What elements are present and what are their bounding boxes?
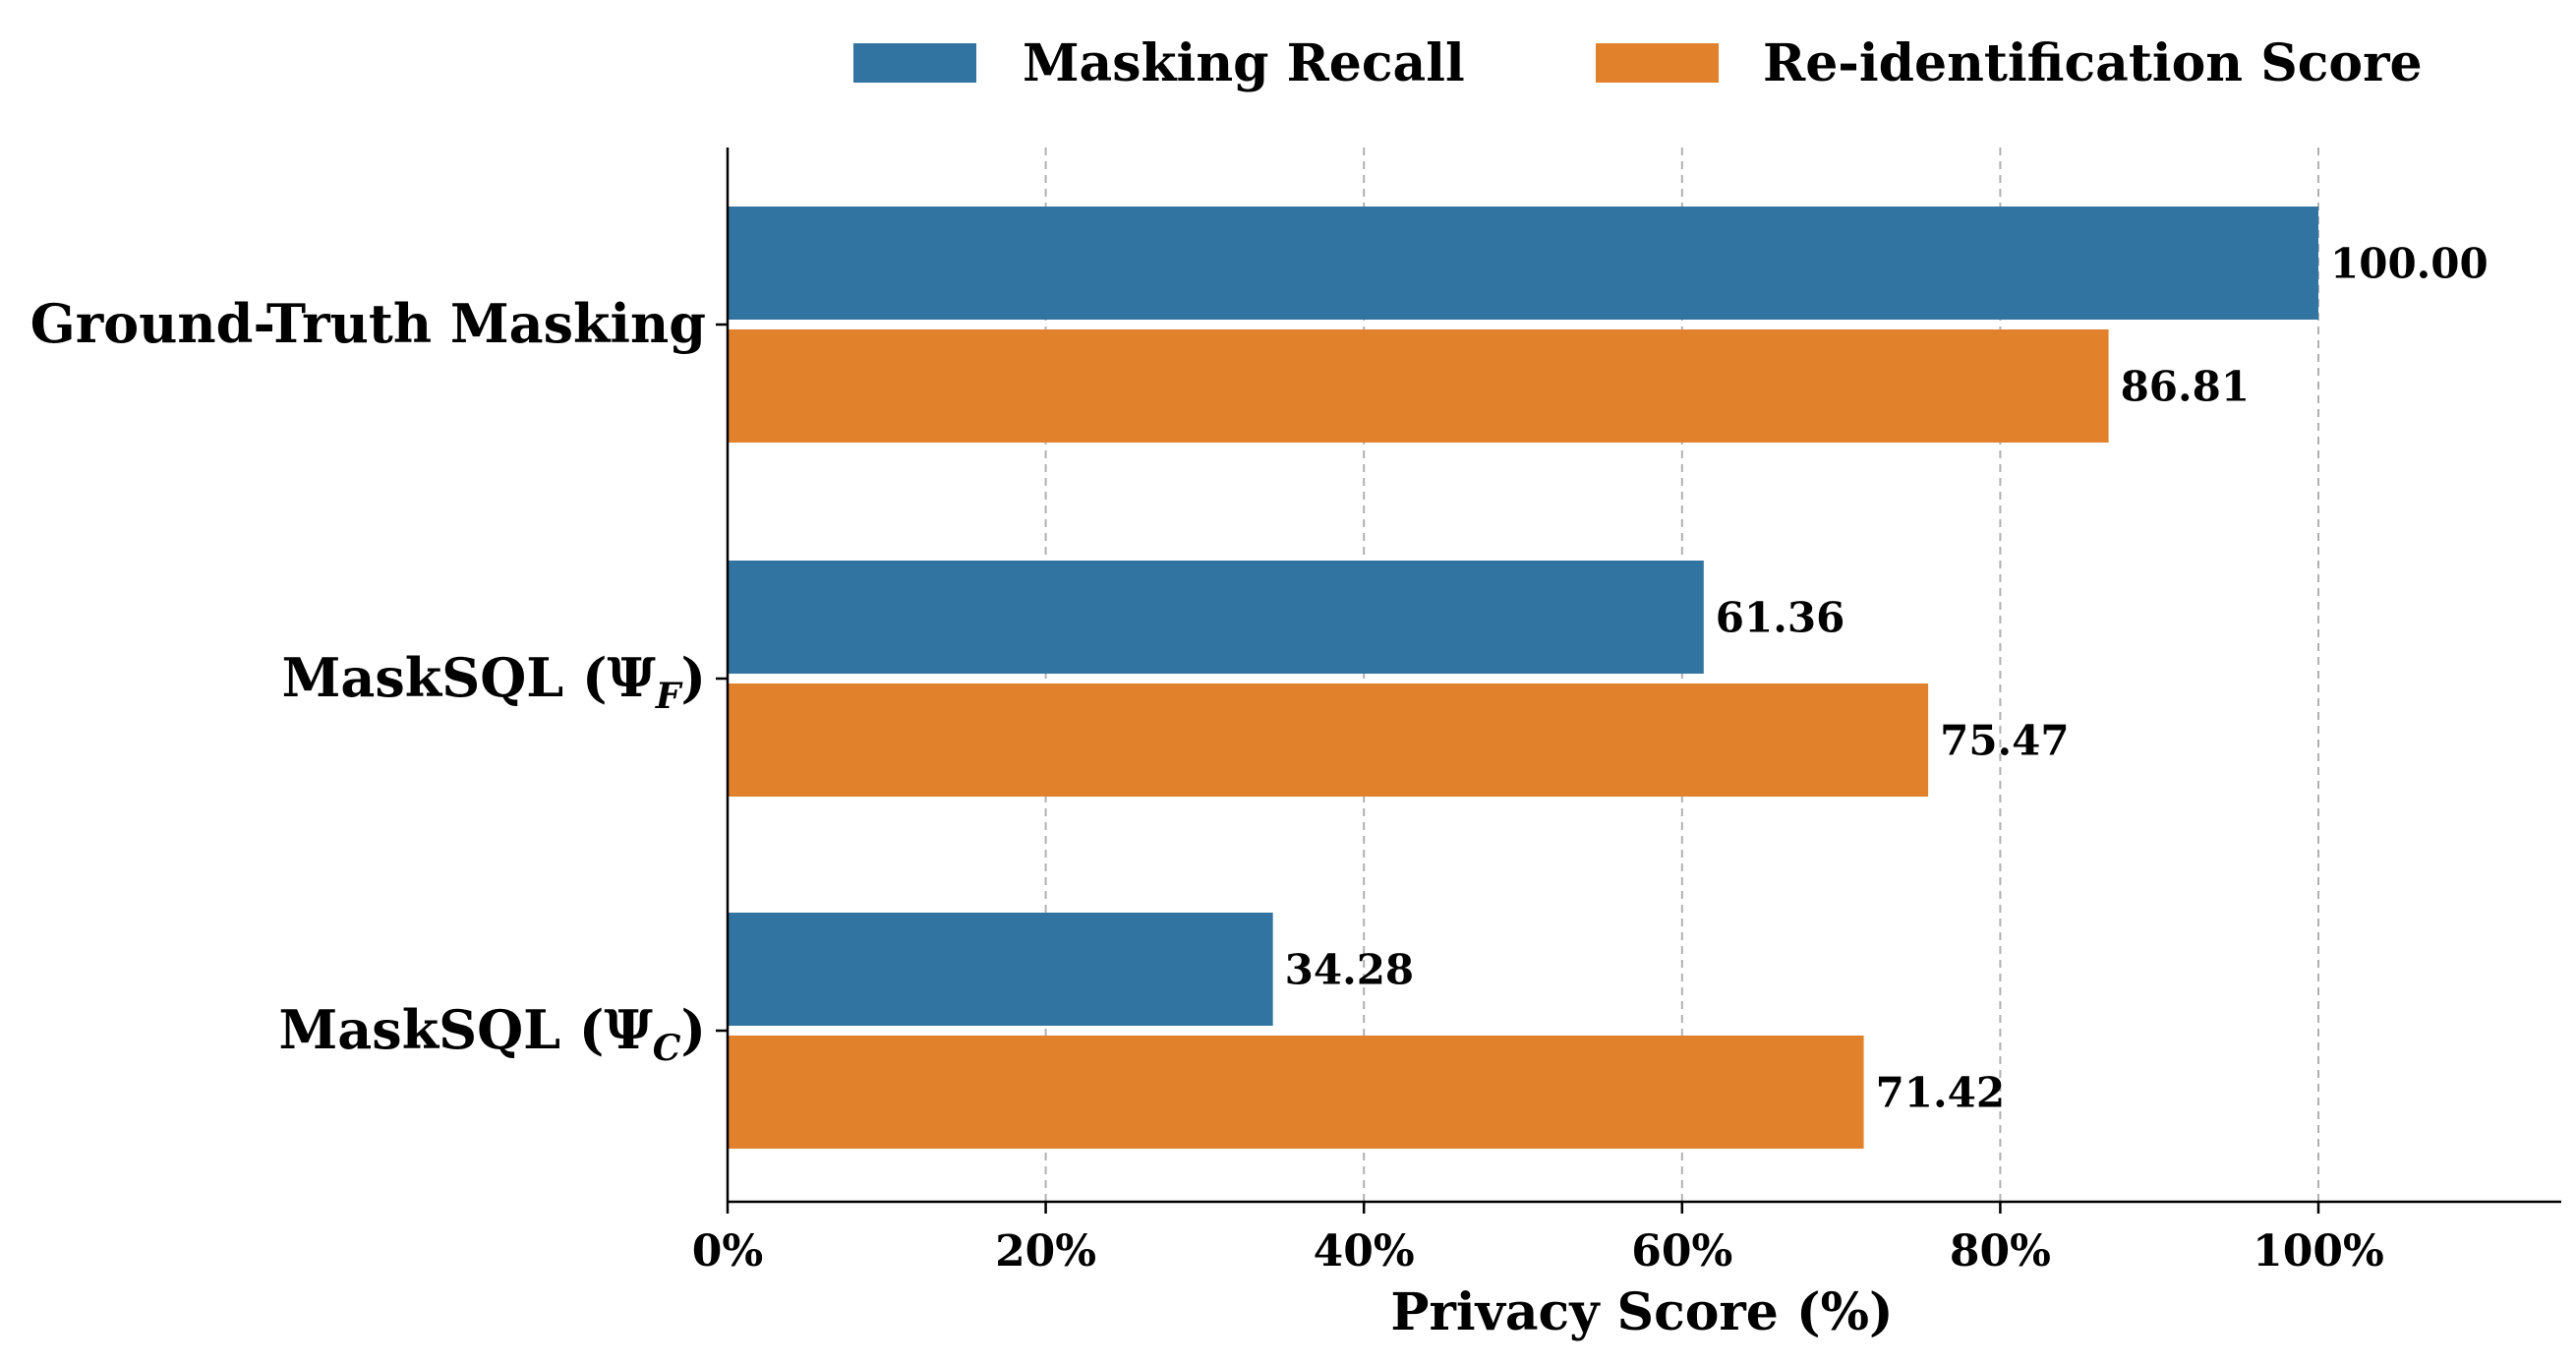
bar — [728, 207, 2318, 320]
x-ticks: 0% 20% 40% 60% 80% 100% — [692, 1202, 2384, 1277]
legend-swatch — [1596, 43, 1719, 83]
data-label: 100.00 — [2330, 240, 2488, 288]
bars — [728, 207, 2318, 1149]
category-label: MaskSQL (ΨC) — [279, 998, 706, 1069]
legend-label: Masking Recall — [1023, 33, 1465, 93]
bar — [728, 683, 1929, 797]
value-labels: 100.00 61.36 34.28 86.81 75.47 71.42 — [1285, 240, 2488, 1117]
x-tick-label: 0% — [692, 1226, 763, 1277]
data-label: 75.47 — [1940, 717, 2070, 765]
data-label: 34.28 — [1285, 946, 1415, 994]
x-tick-label: 60% — [1631, 1226, 1732, 1277]
axes — [726, 148, 2561, 1204]
x-tick-label: 40% — [1314, 1226, 1415, 1277]
x-tick-label: 100% — [2253, 1226, 2384, 1277]
data-label: 61.36 — [1716, 594, 1845, 642]
legend-swatch — [853, 43, 976, 83]
bar — [728, 329, 2109, 443]
data-label: 86.81 — [2121, 363, 2251, 411]
bar — [728, 561, 1704, 674]
x-tick-label: 80% — [1950, 1226, 2051, 1277]
bar — [728, 913, 1273, 1026]
grid-lines — [1044, 148, 2319, 1202]
data-label: 71.42 — [1876, 1069, 2006, 1117]
legend: Masking Recall Re-identification Score — [853, 33, 2423, 93]
y-categories: Ground-Truth Masking MaskSQL (ΨF) MaskSQL … — [30, 292, 728, 1069]
x-axis-label: Privacy Score (%) — [1390, 1282, 1893, 1342]
category-label: MaskSQL (ΨF) — [282, 646, 706, 717]
x-tick-label: 20% — [995, 1226, 1096, 1277]
bar — [728, 1036, 1864, 1149]
legend-label: Re-identification Score — [1763, 33, 2423, 93]
category-label: Ground-Truth Masking — [30, 292, 706, 355]
